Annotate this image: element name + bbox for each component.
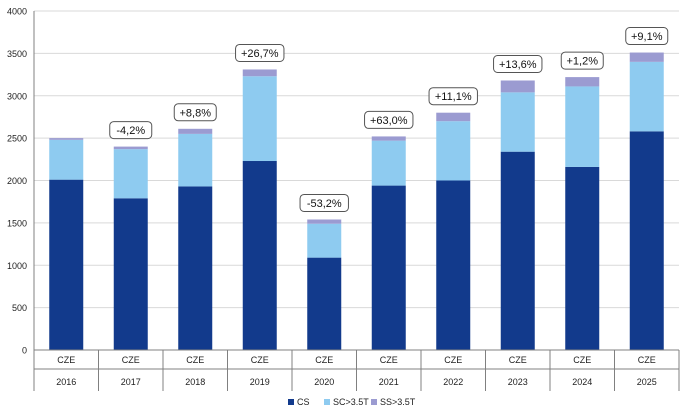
x-tick-label-top: CZE bbox=[57, 355, 75, 365]
annotation-label: +63,0% bbox=[370, 115, 408, 127]
bar-ss-3-5t-2018 bbox=[178, 128, 213, 134]
x-tick-label-bottom: 2024 bbox=[572, 377, 592, 387]
bar-sc-3-5t-2022 bbox=[436, 121, 471, 181]
legend-label: CS bbox=[297, 397, 310, 407]
x-tick-label-bottom: 2025 bbox=[637, 377, 657, 387]
annotation-box bbox=[173, 103, 217, 122]
bar-cs-2021 bbox=[371, 185, 406, 350]
x-tick-label-bottom: 2016 bbox=[56, 377, 76, 387]
bar-ss-3-5t-2020 bbox=[307, 219, 342, 224]
bar-sc-3-5t-2019 bbox=[242, 76, 277, 162]
change-annotations: -4,2% +8,8% +26,7% -53,2% +63,0% +11,1% +13,6%… bbox=[109, 27, 669, 212]
annotation-box bbox=[428, 87, 478, 106]
bar-sc-3-5t-2021 bbox=[371, 140, 406, 186]
x-tick-label-top: CZE bbox=[380, 355, 398, 365]
y-tick-label: 2500 bbox=[7, 134, 27, 144]
y-tick-label: 3000 bbox=[7, 91, 27, 101]
bar-ss-3-5t-2023 bbox=[500, 80, 535, 93]
y-tick-label: 500 bbox=[12, 303, 27, 313]
bar-sc-3-5t-2020 bbox=[307, 223, 342, 258]
x-tick-label-bottom: 2023 bbox=[508, 377, 528, 387]
annotation-box bbox=[493, 54, 543, 73]
bar-cs-2023 bbox=[500, 151, 535, 350]
bar-ss-3-5t-2019 bbox=[242, 69, 277, 77]
x-tick-label-top: CZE bbox=[444, 355, 462, 365]
annotation-label: -53,2% bbox=[307, 198, 342, 210]
y-tick-label: 1000 bbox=[7, 261, 27, 271]
bar-sc-3-5t-2025 bbox=[629, 61, 664, 132]
bar-sc-3-5t-2023 bbox=[500, 92, 535, 152]
annotation-box bbox=[625, 27, 669, 46]
x-tick-label-bottom: 2022 bbox=[443, 377, 463, 387]
bar-cs-2022 bbox=[436, 180, 471, 350]
bar-sc-3-5t-2017 bbox=[113, 149, 148, 199]
bar-ss-3-5t-2022 bbox=[436, 112, 471, 122]
x-tick-label-top: CZE bbox=[315, 355, 333, 365]
y-tick-label: 2000 bbox=[7, 176, 27, 186]
y-tick-label: 4000 bbox=[7, 7, 27, 17]
legend-swatch bbox=[324, 399, 330, 405]
x-tick-label-top: CZE bbox=[186, 355, 204, 365]
annotation-label: +13,6% bbox=[499, 59, 537, 71]
annotation-box bbox=[299, 193, 349, 212]
annotation-box bbox=[109, 121, 153, 140]
bars bbox=[49, 52, 664, 350]
x-tick-label-top: CZE bbox=[509, 355, 527, 365]
y-tick-label: 3500 bbox=[7, 49, 27, 59]
bar-cs-2018 bbox=[178, 186, 213, 350]
y-axis: 0 500 1000 1500 2000 2500 3000 3500 4000 bbox=[7, 7, 35, 356]
x-tick-label-bottom: 2021 bbox=[379, 377, 399, 387]
annotation-label: -4,2% bbox=[116, 125, 145, 137]
annotation-box bbox=[235, 43, 285, 62]
x-tick-label-top: CZE bbox=[122, 355, 140, 365]
annotation-box bbox=[560, 51, 604, 70]
annotation-label: +8,8% bbox=[180, 107, 212, 119]
x-tick-label-bottom: 2019 bbox=[250, 377, 270, 387]
x-tick-label-bottom: 2020 bbox=[314, 377, 334, 387]
annotation-box bbox=[364, 110, 414, 129]
y-tick-label: 0 bbox=[22, 346, 27, 356]
bar-ss-3-5t-2024 bbox=[565, 77, 600, 87]
bar-cs-2020 bbox=[307, 257, 342, 350]
bar-cs-2016 bbox=[49, 179, 84, 350]
bar-ss-3-5t-2017 bbox=[113, 146, 148, 150]
y-tick-label: 1500 bbox=[7, 218, 27, 228]
legend-swatch bbox=[288, 399, 294, 405]
bar-cs-2019 bbox=[242, 161, 277, 350]
bar-cs-2025 bbox=[629, 131, 664, 350]
legend-label: SS>3.5T bbox=[380, 397, 416, 407]
x-tick-label-top: CZE bbox=[251, 355, 269, 365]
bar-sc-3-5t-2018 bbox=[178, 133, 213, 187]
legend-swatch bbox=[371, 399, 377, 405]
annotation-label: +9,1% bbox=[631, 31, 663, 43]
x-tick-label-bottom: 2017 bbox=[121, 377, 141, 387]
bar-ss-3-5t-2021 bbox=[371, 136, 406, 141]
bar-sc-3-5t-2016 bbox=[49, 139, 84, 180]
x-tick-label-top: CZE bbox=[573, 355, 591, 365]
bar-ss-3-5t-2025 bbox=[629, 52, 664, 62]
bar-sc-3-5t-2024 bbox=[565, 86, 600, 167]
annotation-label: +11,1% bbox=[435, 91, 472, 103]
annotation-label: +1,2% bbox=[567, 56, 599, 68]
bar-cs-2024 bbox=[565, 166, 600, 350]
x-axis: CZE 2016 CZE 2017 CZE 2018 CZE 2019 CZE 2020 CZE 20… bbox=[33, 349, 680, 391]
x-tick-label-top: CZE bbox=[638, 355, 656, 365]
legend-label: SC>3.5T bbox=[333, 397, 369, 407]
x-tick-label-bottom: 2018 bbox=[185, 377, 205, 387]
bar-cs-2017 bbox=[113, 198, 148, 350]
annotation-label: +26,7% bbox=[241, 48, 279, 60]
legend: CS SC>3.5T SS>3.5T bbox=[288, 397, 416, 407]
bar-ss-3-5t-2016 bbox=[49, 138, 84, 140]
